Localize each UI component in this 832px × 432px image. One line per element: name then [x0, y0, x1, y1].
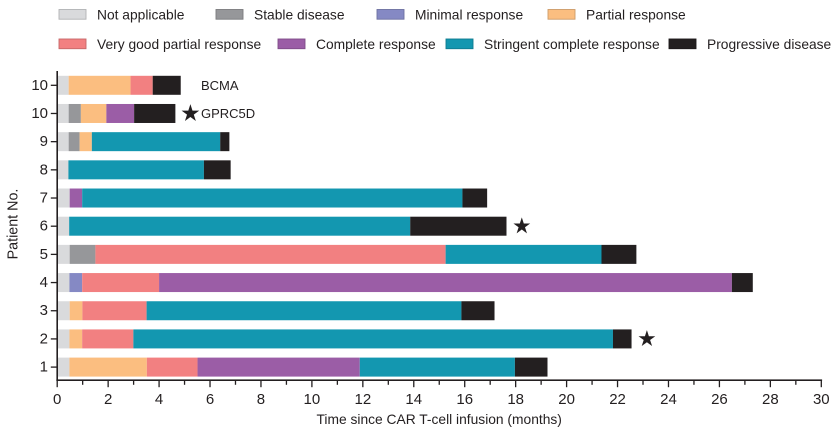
svg-text:3: 3 — [40, 302, 48, 319]
svg-text:10: 10 — [31, 105, 48, 122]
svg-text:Stable disease: Stable disease — [254, 8, 345, 23]
svg-text:GPRC5D: GPRC5D — [201, 106, 255, 121]
svg-text:24: 24 — [660, 391, 677, 408]
svg-text:4: 4 — [40, 274, 48, 291]
svg-text:20: 20 — [558, 391, 575, 408]
svg-text:12: 12 — [354, 391, 371, 408]
svg-text:18: 18 — [507, 391, 524, 408]
svg-text:26: 26 — [711, 391, 728, 408]
svg-text:2: 2 — [104, 391, 112, 408]
svg-text:30: 30 — [813, 391, 830, 408]
svg-text:1: 1 — [40, 359, 48, 376]
svg-text:8: 8 — [40, 161, 48, 178]
svg-text:Minimal response: Minimal response — [415, 8, 523, 23]
svg-text:Complete response: Complete response — [316, 37, 436, 52]
svg-text:7: 7 — [40, 190, 48, 207]
svg-text:0: 0 — [53, 391, 61, 408]
svg-text:14: 14 — [405, 391, 422, 408]
svg-text:28: 28 — [762, 391, 779, 408]
svg-text:BCMA: BCMA — [201, 78, 239, 93]
svg-text:2: 2 — [40, 330, 48, 347]
svg-text:Time since CAR T-cell infusion: Time since CAR T-cell infusion (months) — [317, 412, 562, 427]
svg-text:Patient No.: Patient No. — [6, 189, 22, 260]
svg-text:6: 6 — [206, 391, 214, 408]
svg-text:22: 22 — [609, 391, 626, 408]
svg-text:Very good partial response: Very good partial response — [97, 37, 261, 52]
svg-text:Progressive disease: Progressive disease — [707, 37, 832, 52]
svg-text:8: 8 — [257, 391, 265, 408]
svg-text:9: 9 — [40, 133, 48, 150]
svg-text:16: 16 — [456, 391, 473, 408]
svg-text:5: 5 — [40, 246, 48, 263]
svg-text:Partial response: Partial response — [586, 8, 686, 23]
svg-text:10: 10 — [31, 77, 48, 94]
svg-text:4: 4 — [155, 391, 163, 408]
svg-text:Stringent complete response: Stringent complete response — [484, 37, 660, 52]
svg-text:6: 6 — [40, 218, 48, 235]
svg-text:10: 10 — [304, 391, 321, 408]
svg-text:Not applicable: Not applicable — [97, 8, 185, 23]
